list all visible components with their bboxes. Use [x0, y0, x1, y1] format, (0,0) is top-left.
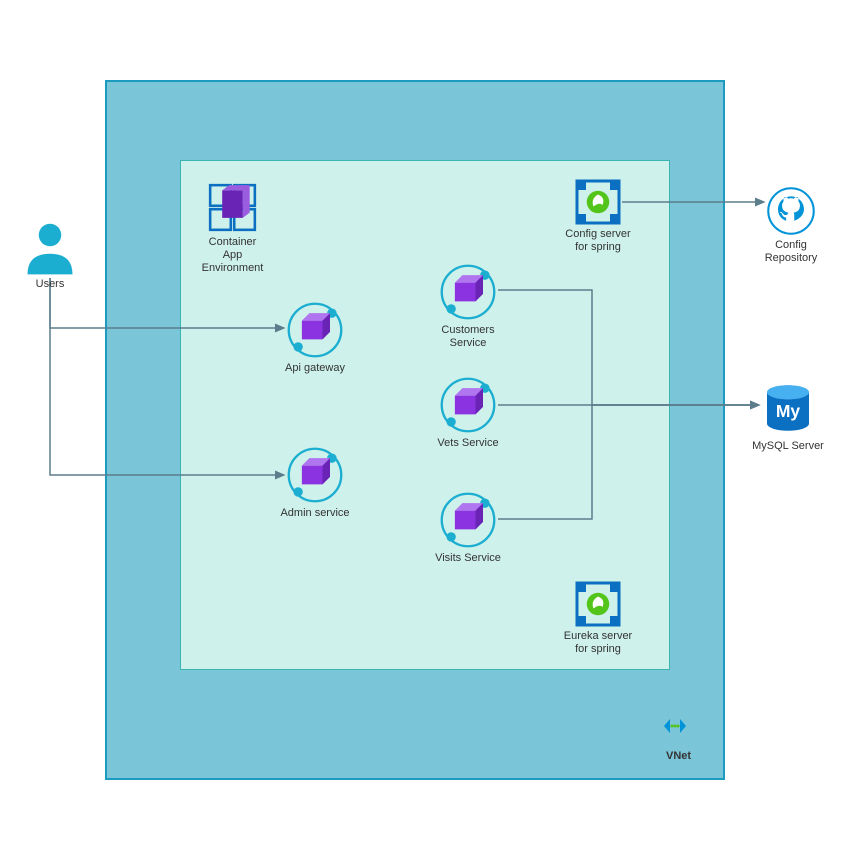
admin_service-node: Admin service — [285, 445, 345, 505]
container-app-icon — [285, 445, 345, 508]
diagram-canvas: Users ContainerAppEnvironment Api gatewa… — [0, 0, 851, 851]
container-app-icon — [438, 262, 498, 325]
vnet-label: VNet — [666, 750, 691, 763]
admin_service-label: Admin service — [265, 507, 365, 520]
eureka_server-label: Eureka serverfor spring — [548, 630, 648, 656]
spring-icon — [574, 580, 622, 631]
container-app-icon — [285, 300, 345, 363]
config_repo-node: ConfigRepository — [765, 185, 817, 237]
mysql-label: MySQL Server — [738, 440, 838, 453]
container_env-label: ContainerAppEnvironment — [183, 236, 283, 276]
vets_service-label: Vets Service — [418, 437, 518, 450]
vnet_icon-node — [650, 710, 700, 742]
container-env-icon — [205, 180, 260, 238]
visits_service-label: Visits Service — [418, 552, 518, 565]
github-icon — [765, 185, 817, 240]
container-app-icon — [438, 490, 498, 553]
spring-icon — [574, 178, 622, 229]
config_server-node: Config serverfor spring — [574, 178, 622, 226]
visits_service-node: Visits Service — [438, 490, 498, 550]
mysql-icon: My — [760, 380, 816, 439]
users-node: Users — [20, 220, 80, 280]
svg-text:My: My — [776, 401, 801, 421]
user-icon — [20, 220, 80, 283]
eureka_server-node: Eureka serverfor spring — [574, 580, 622, 628]
vets_service-node: Vets Service — [438, 375, 498, 435]
mysql-node: MyMySQL Server — [760, 380, 816, 436]
vnet-icon — [650, 710, 700, 745]
users-label: Users — [0, 278, 100, 291]
customers_service-node: CustomersService — [438, 262, 498, 322]
config_server-label: Config serverfor spring — [548, 228, 648, 254]
config_repo-label: ConfigRepository — [741, 239, 841, 265]
api_gateway-node: Api gateway — [285, 300, 345, 360]
customers_service-label: CustomersService — [418, 324, 518, 350]
container_env-node: ContainerAppEnvironment — [205, 180, 260, 235]
api_gateway-label: Api gateway — [265, 362, 365, 375]
container-app-icon — [438, 375, 498, 438]
